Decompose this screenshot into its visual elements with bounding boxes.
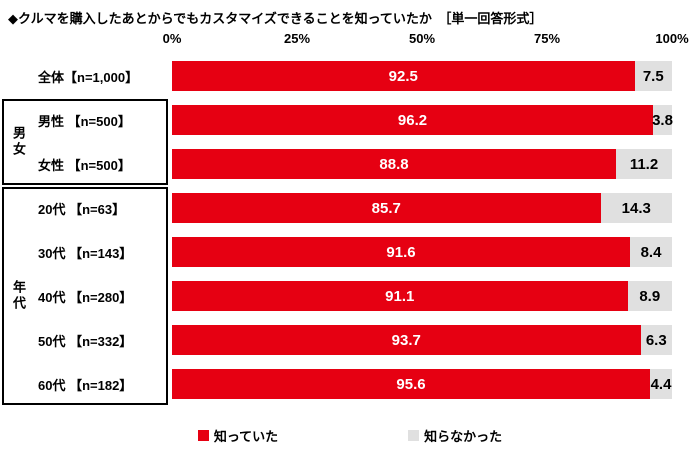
bar-value: 92.5 (388, 67, 418, 85)
stacked-bar: 91.6 8.4 (172, 237, 672, 267)
row-label: 60代 【n=182】 (38, 377, 133, 393)
bar-unknown: 8.4 (630, 237, 672, 267)
row-label: 30代 【n=143】 (38, 245, 133, 261)
stacked-bar: 92.5 7.5 (172, 61, 672, 91)
group-gender: 男女 男性 【n=500】 96.2 3.8 女性 【n=500】 88.8 1… (0, 98, 700, 186)
stacked-bar: 88.8 11.2 (172, 149, 672, 179)
bar-value: 4.4 (650, 375, 672, 393)
bar-value: 96.2 (397, 111, 428, 129)
bar-value: 91.6 (386, 243, 416, 261)
bar-value: 88.8 (379, 155, 409, 173)
bar-value: 11.2 (629, 155, 659, 173)
legend: 知っていた 知らなかった (0, 426, 700, 445)
bar-known: 93.7 (172, 325, 641, 355)
stacked-bar: 91.1 8.9 (172, 281, 672, 311)
row-label: 40代 【n=280】 (38, 289, 133, 305)
bar-known: 91.6 (172, 237, 630, 267)
bar-known: 96.2 (172, 105, 653, 135)
table-row: 50代 【n=332】 93.7 6.3 (0, 318, 700, 362)
table-row: 20代 【n=63】 85.7 14.3 (0, 186, 700, 230)
row-label: 50代 【n=332】 (38, 333, 133, 349)
bar-value: 95.6 (396, 375, 426, 393)
row-label: 男性 【n=500】 (38, 113, 131, 129)
chart-title: ◆クルマを購入したあとからでもカスタマイズできることを知っていたか ［単一回答形… (8, 11, 543, 26)
group-age: 年代 20代 【n=63】 85.7 14.3 30代 【n=143】 91.6… (0, 186, 700, 406)
bar-value: 6.3 (645, 331, 667, 349)
bar-unknown: 14.3 (600, 193, 672, 223)
legend-label-unknown: 知らなかった (424, 429, 503, 444)
bar-value: 8.4 (640, 243, 662, 261)
stacked-bar: 93.7 6.3 (172, 325, 672, 355)
bar-known: 88.8 (172, 149, 616, 179)
stacked-bar: 95.6 4.4 (172, 369, 672, 399)
bar-value: 3.8 (652, 111, 673, 129)
bar-value: 8.9 (639, 287, 661, 305)
bar-unknown: 4.4 (650, 369, 672, 399)
table-row: 男性 【n=500】 96.2 3.8 (0, 98, 700, 142)
table-row: 30代 【n=143】 91.6 8.4 (0, 230, 700, 274)
bar-known: 92.5 (172, 61, 635, 91)
bar-value: 14.3 (621, 199, 651, 217)
stacked-bar: 96.2 3.8 (172, 105, 673, 135)
axis-tick-0: 0% (162, 31, 182, 46)
bar-value: 85.7 (371, 199, 401, 217)
chart-rows: 全体【n=1,000】 92.5 7.5 男女 男性 【n=500】 96.2 … (0, 54, 700, 406)
table-row: 60代 【n=182】 95.6 4.4 (0, 362, 700, 406)
bar-unknown: 7.5 (634, 61, 672, 91)
stacked-bar: 85.7 14.3 (172, 193, 672, 223)
table-row: 女性 【n=500】 88.8 11.2 (0, 142, 700, 186)
axis-tick-50: 50% (408, 31, 436, 46)
axis-tick-100: 100% (655, 31, 689, 46)
row-label: 女性 【n=500】 (38, 157, 131, 173)
bar-value: 7.5 (642, 67, 664, 85)
axis-tick-25: 25% (283, 31, 311, 46)
legend-swatch-unknown (408, 430, 420, 441)
axis-tick-75: 75% (533, 31, 561, 46)
table-row: 全体【n=1,000】 92.5 7.5 (0, 54, 700, 98)
bar-unknown: 3.8 (652, 105, 673, 135)
row-label: 全体【n=1,000】 (38, 69, 139, 85)
table-row: 40代 【n=280】 91.1 8.9 (0, 274, 700, 318)
bar-value: 93.7 (391, 331, 421, 349)
bar-unknown: 6.3 (640, 325, 672, 355)
legend-swatch-known (197, 430, 209, 441)
bar-unknown: 11.2 (616, 149, 672, 179)
bar-known: 95.6 (172, 369, 650, 399)
bar-known: 91.1 (172, 281, 628, 311)
bar-value: 91.1 (385, 287, 415, 305)
bar-unknown: 8.9 (627, 281, 672, 311)
legend-item-known: 知っていた (197, 426, 279, 445)
x-axis: 0% 25% 50% 75% 100% (163, 31, 689, 48)
legend-item-unknown: 知らなかった (408, 426, 502, 445)
row-label: 20代 【n=63】 (38, 201, 126, 217)
bar-known: 85.7 (172, 193, 601, 223)
legend-label-known: 知っていた (213, 429, 279, 444)
